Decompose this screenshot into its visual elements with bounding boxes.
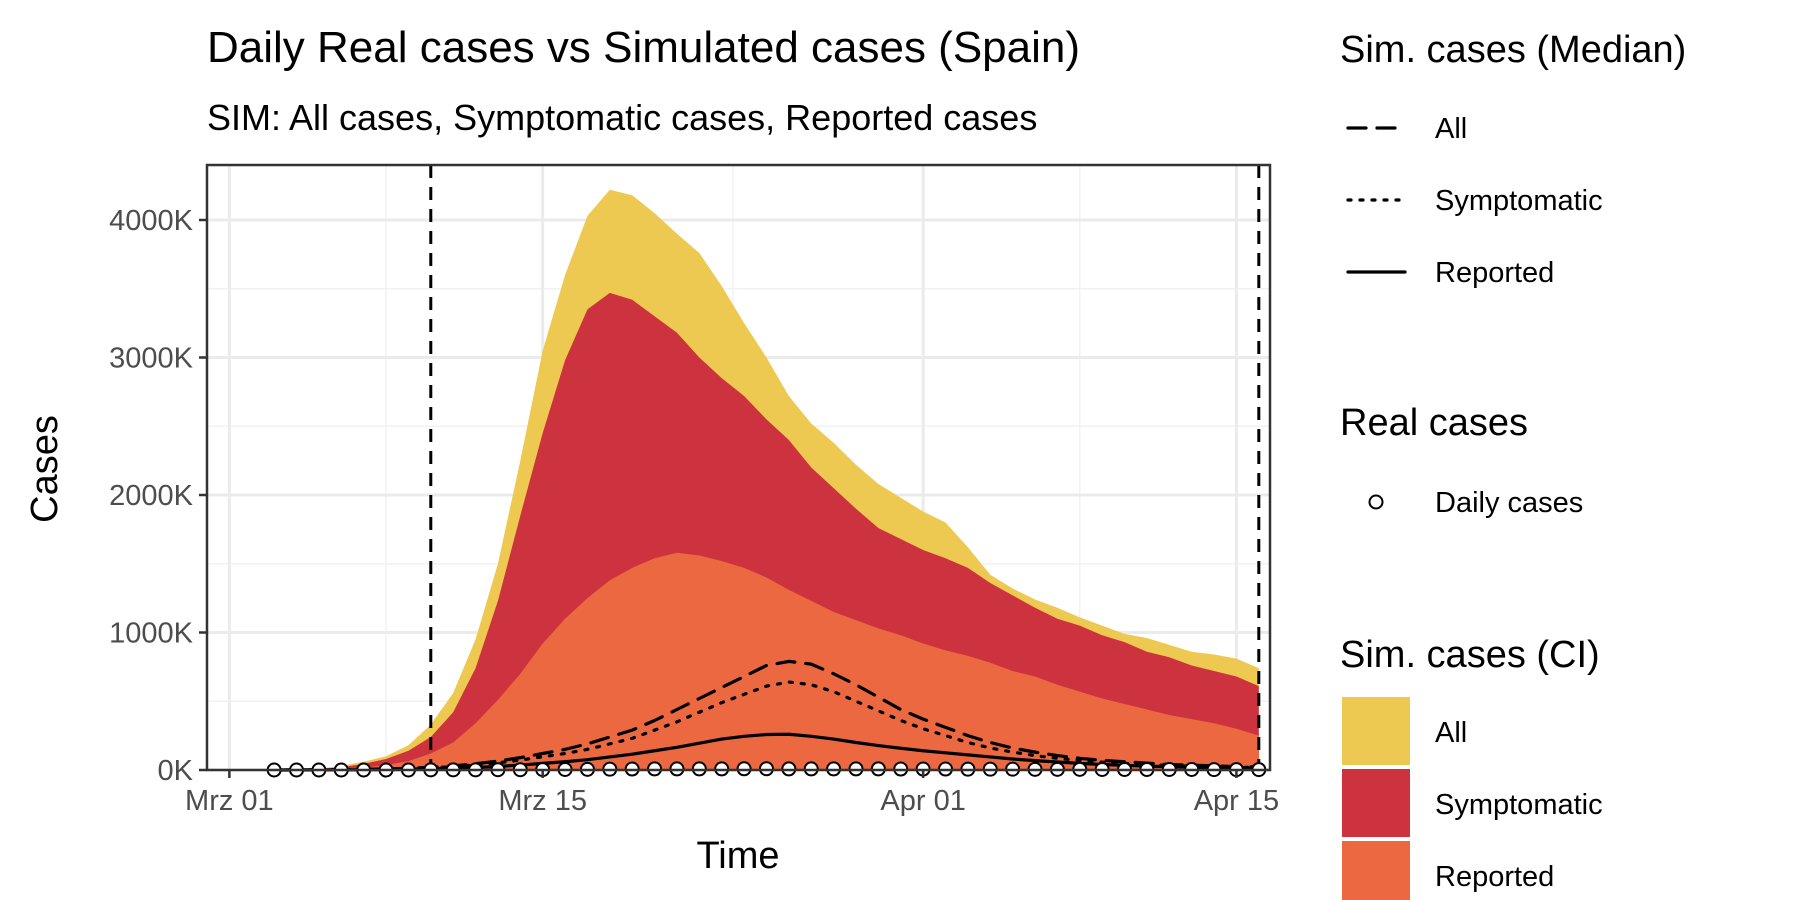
y-axis-title: Cases — [24, 415, 66, 523]
chart-subtitle: SIM: All cases, Symptomatic cases, Repor… — [207, 97, 1037, 138]
legend-key-swatch — [1342, 841, 1410, 900]
legend: Sim. cases (Median) All Symptomatic Reporte… — [1340, 29, 1686, 900]
y-tick-label: 1000K — [109, 618, 194, 650]
x-tick-label: Apr 15 — [1194, 785, 1279, 817]
y-tick-label: 2000K — [109, 480, 194, 512]
legend-title-real: Real cases — [1340, 402, 1528, 444]
ribbon-reported — [274, 552, 1259, 770]
legend-label: Symptomatic — [1435, 789, 1603, 821]
legend-label: Reported — [1435, 861, 1554, 893]
legend-key-swatch — [1342, 769, 1410, 837]
x-tick-label: Mrz 15 — [498, 785, 587, 817]
median-line-symptomatic — [272, 680, 1261, 772]
legend-key-circle — [1368, 494, 1384, 510]
plot-border — [205, 163, 1272, 772]
x-tick-label: Mrz 01 — [185, 785, 274, 817]
legend-label: All — [1435, 113, 1467, 145]
median-line-all — [272, 659, 1261, 772]
legend-label: All — [1435, 717, 1467, 749]
plot-area — [207, 165, 1270, 778]
legend-label: Daily cases — [1435, 487, 1583, 519]
median-line-reported — [272, 732, 1261, 772]
y-tick-label: 4000K — [109, 205, 194, 237]
legend-label: Reported — [1435, 257, 1554, 289]
x-tick-label: Apr 01 — [880, 785, 965, 817]
chart-title: Daily Real cases vs Simulated cases (Spa… — [207, 23, 1080, 72]
y-tick-label: 0K — [158, 755, 194, 787]
axes: 0K 1000K 2000K 3000K 4000K Mrz 01 Mrz 15 Apr 01… — [109, 163, 1279, 817]
x-axis-title: Time — [696, 835, 779, 877]
y-tick-label: 3000K — [109, 343, 194, 375]
legend-key-swatch — [1342, 697, 1410, 765]
ribbon-symptomatic — [274, 292, 1259, 770]
legend-label: Symptomatic — [1435, 185, 1603, 217]
legend-title-median: Sim. cases (Median) — [1340, 29, 1686, 71]
legend-title-ci: Sim. cases (CI) — [1340, 634, 1600, 676]
